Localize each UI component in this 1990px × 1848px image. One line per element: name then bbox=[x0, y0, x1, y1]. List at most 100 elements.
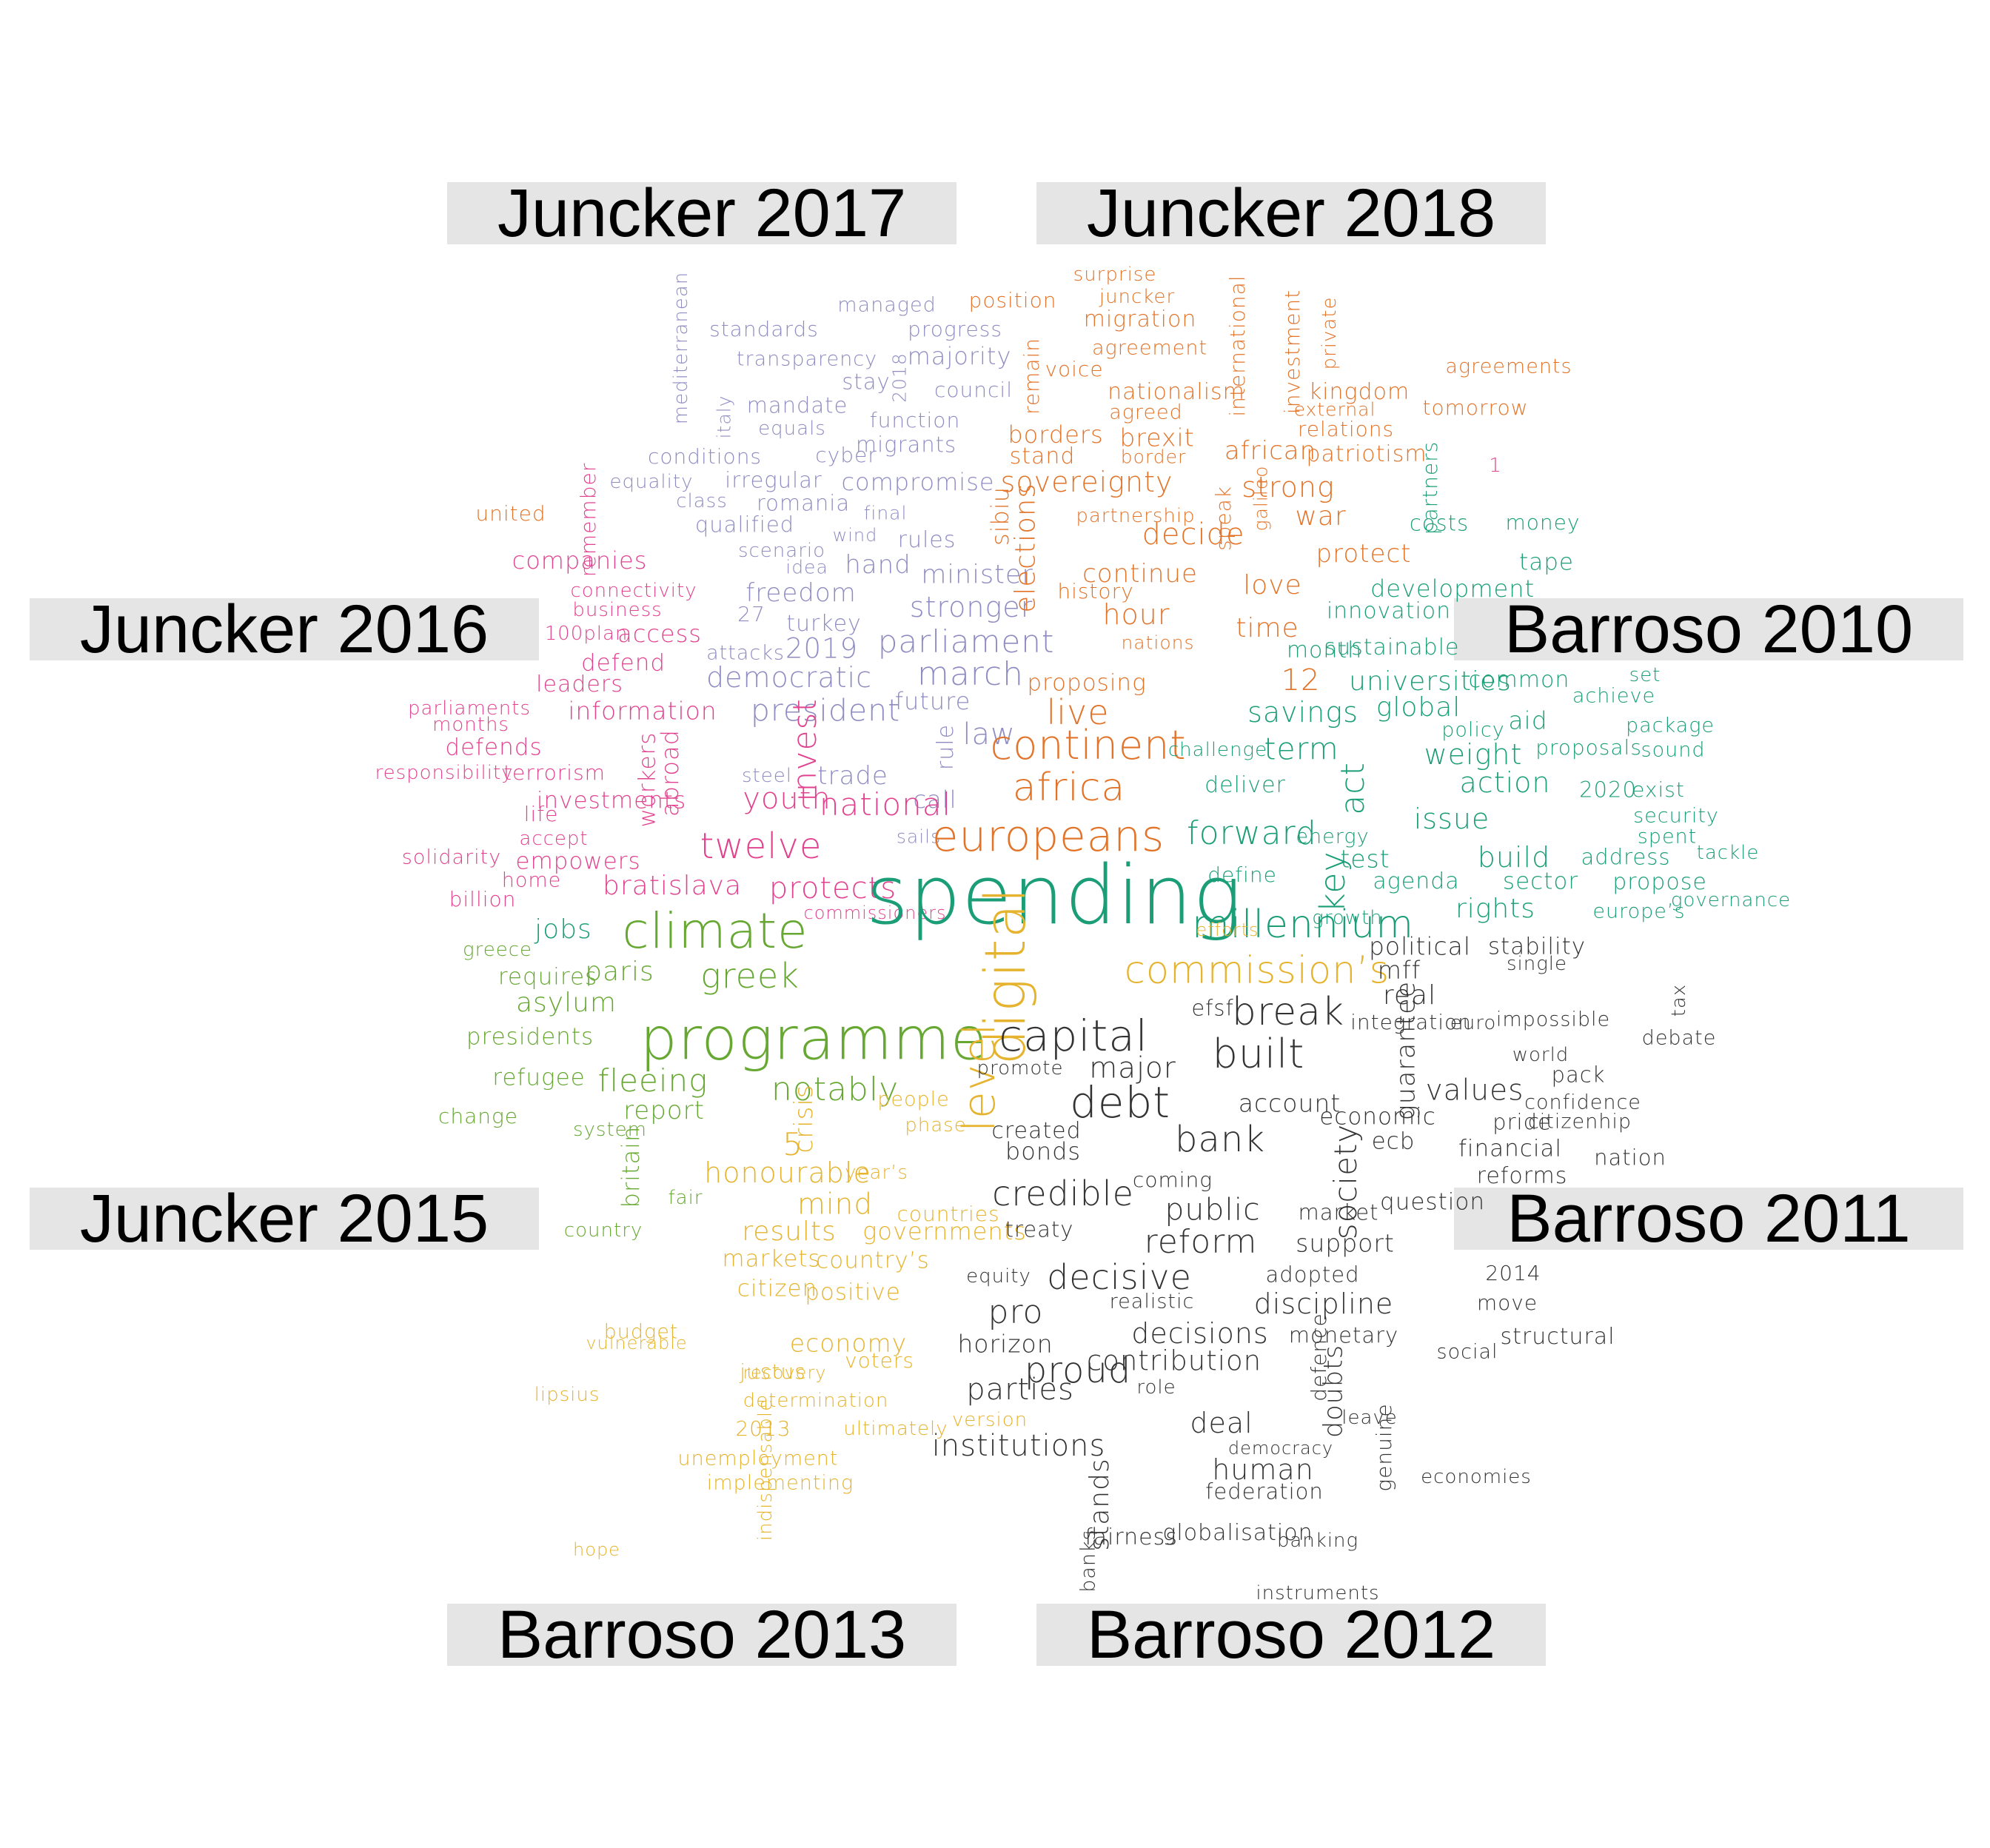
cloud-word-move: move bbox=[1476, 1290, 1538, 1315]
cloud-word-bratislava: bratislava bbox=[602, 871, 743, 901]
cloud-word-common: common bbox=[1468, 667, 1570, 693]
cloud-word-paris: paris bbox=[585, 957, 654, 987]
cloud-word-social: social bbox=[1436, 1340, 1498, 1364]
cloud-word-agreed: agreed bbox=[1109, 401, 1183, 424]
cloud-word-mediterranean: mediterranean bbox=[670, 271, 692, 425]
cloud-word-ultimately: ultimately bbox=[843, 1418, 948, 1440]
cloud-word-financial: financial bbox=[1458, 1135, 1563, 1162]
cloud-word-jobs: jobs bbox=[535, 914, 592, 945]
cloud-word-partnership: partnership bbox=[1076, 505, 1196, 527]
cloud-word-britain: britain bbox=[617, 1125, 645, 1208]
cloud-word-mandate: mandate bbox=[746, 392, 848, 418]
cloud-word-border: border bbox=[1120, 446, 1187, 468]
cloud-word-equality: equality bbox=[609, 471, 694, 493]
cloud-word-genuine: genuine bbox=[1372, 1403, 1396, 1492]
cloud-word-business: business bbox=[572, 599, 663, 621]
cloud-word-voters: voters bbox=[844, 1348, 915, 1373]
cloud-word-horizon: horizon bbox=[957, 1329, 1053, 1359]
cloud-word-global: global bbox=[1376, 692, 1461, 723]
cloud-word-single: single bbox=[1506, 953, 1568, 975]
cloud-word-phase: phase bbox=[905, 1114, 967, 1136]
cloud-word-banks: banks bbox=[1076, 1529, 1100, 1593]
cloud-word-implementing: implementing bbox=[706, 1471, 854, 1495]
cloud-word-change: change bbox=[438, 1104, 519, 1128]
cloud-word-climate: climate bbox=[622, 903, 808, 960]
cloud-word-continue: continue bbox=[1082, 559, 1198, 589]
cloud-word-reforms: reforms bbox=[1476, 1163, 1568, 1189]
cloud-word-debt: debt bbox=[1069, 1077, 1171, 1128]
cloud-word-discipline: discipline bbox=[1253, 1288, 1394, 1320]
cloud-word-mff: mff bbox=[1377, 955, 1421, 985]
cloud-word-real: real bbox=[1382, 980, 1437, 1011]
cloud-word-tax: tax bbox=[1668, 983, 1690, 1017]
cloud-word-qualified: qualified bbox=[694, 512, 795, 538]
cloud-word-euro: euro bbox=[1450, 1012, 1497, 1034]
cloud-word-issue: issue bbox=[1413, 803, 1490, 835]
cloud-word-impossible: impossible bbox=[1495, 1008, 1611, 1031]
cloud-word-twelve: twelve bbox=[700, 826, 823, 867]
cloud-word-indispensable: indispensable bbox=[754, 1398, 777, 1541]
cloud-word-connectivity: connectivity bbox=[570, 580, 697, 602]
cloud-word-greek: greek bbox=[700, 956, 800, 996]
cloud-word-steel: steel bbox=[742, 765, 792, 787]
cloud-word-attacks: attacks bbox=[706, 641, 785, 665]
cloud-word-borders: borders bbox=[1008, 421, 1104, 449]
cloud-word-future: future bbox=[894, 687, 971, 715]
cloud-word-final: final bbox=[863, 502, 908, 524]
cloud-word-2018: 2018 bbox=[888, 352, 911, 403]
cloud-word-asylum: asylum bbox=[515, 988, 617, 1018]
cloud-word-citizenhip: citizenhip bbox=[1527, 1110, 1632, 1134]
cloud-word-treaty: treaty bbox=[1005, 1216, 1074, 1242]
cloud-word-spending: spending bbox=[865, 848, 1243, 943]
cloud-word-wind: wind bbox=[832, 525, 878, 546]
cloud-word-terrorism: terrorism bbox=[503, 760, 606, 785]
cloud-word-investments: investments bbox=[536, 787, 687, 814]
cloud-word-governance: governance bbox=[1670, 889, 1792, 911]
cloud-word-months: months bbox=[432, 714, 509, 736]
cloud-word-solidarity: solidarity bbox=[401, 846, 502, 869]
cloud-word-citizen: citizen bbox=[737, 1275, 818, 1302]
cloud-word-integration: integration bbox=[1350, 1010, 1472, 1034]
cloud-word-parties: parties bbox=[966, 1373, 1074, 1407]
cloud-word-stay: stay bbox=[842, 369, 891, 395]
cloud-word-report: report bbox=[623, 1096, 705, 1125]
cloud-word-honourable: honourable bbox=[704, 1156, 871, 1189]
cloud-word-parliaments: parliaments bbox=[407, 697, 532, 720]
cloud-word-nation: nation bbox=[1594, 1145, 1666, 1171]
cloud-word-democracy: democracy bbox=[1227, 1438, 1334, 1459]
group-label-barroso-2013: Barroso 2013 bbox=[447, 1601, 957, 1669]
cloud-word-italy: italy bbox=[713, 395, 735, 439]
cloud-word-equals: equals bbox=[758, 418, 826, 440]
cloud-word-responsibility: responsibility bbox=[375, 762, 514, 784]
cloud-word-life: life bbox=[523, 802, 559, 826]
cloud-word-home: home bbox=[501, 868, 562, 892]
cloud-word-sovereignty: sovereignty bbox=[1000, 466, 1173, 498]
cloud-word-leave: leave bbox=[1341, 1407, 1398, 1429]
cloud-word-law: law bbox=[962, 717, 1016, 751]
cloud-word-structural: structural bbox=[1500, 1324, 1615, 1350]
cloud-word-instruments: instruments bbox=[1256, 1582, 1380, 1604]
cloud-word-political: political bbox=[1368, 931, 1472, 961]
cloud-word-define: define bbox=[1207, 863, 1277, 887]
cloud-word-nations: nations bbox=[1121, 632, 1195, 654]
cloud-word-refugee: refugee bbox=[492, 1064, 586, 1091]
cloud-word-tackle: tackle bbox=[1696, 842, 1760, 864]
cloud-word-costs: costs bbox=[1409, 510, 1470, 536]
cloud-word-national: national bbox=[819, 786, 952, 823]
cloud-word-human: human bbox=[1212, 1453, 1314, 1486]
cloud-word-budget: budget bbox=[603, 1320, 679, 1344]
cloud-word-deal: deal bbox=[1190, 1407, 1253, 1439]
cloud-word-abroad: abroad bbox=[656, 729, 684, 817]
cloud-word-strong: strong bbox=[1242, 471, 1335, 503]
cloud-word-proud: proud bbox=[1024, 1350, 1132, 1391]
cloud-word-market: market bbox=[1298, 1199, 1379, 1225]
cloud-word-debate: debate bbox=[1641, 1026, 1717, 1050]
cloud-word-year-s: year’s bbox=[845, 1162, 908, 1184]
cloud-word-growth: growth bbox=[1312, 907, 1383, 929]
cloud-word-tape: tape bbox=[1519, 549, 1574, 576]
cloud-word-adopted: adopted bbox=[1265, 1262, 1360, 1288]
cloud-word-defends: defends bbox=[445, 734, 543, 761]
cloud-word-defend: defend bbox=[580, 649, 666, 677]
cloud-word-juncker: juncker bbox=[1099, 286, 1176, 308]
cloud-word-compromise: compromise bbox=[841, 468, 995, 496]
